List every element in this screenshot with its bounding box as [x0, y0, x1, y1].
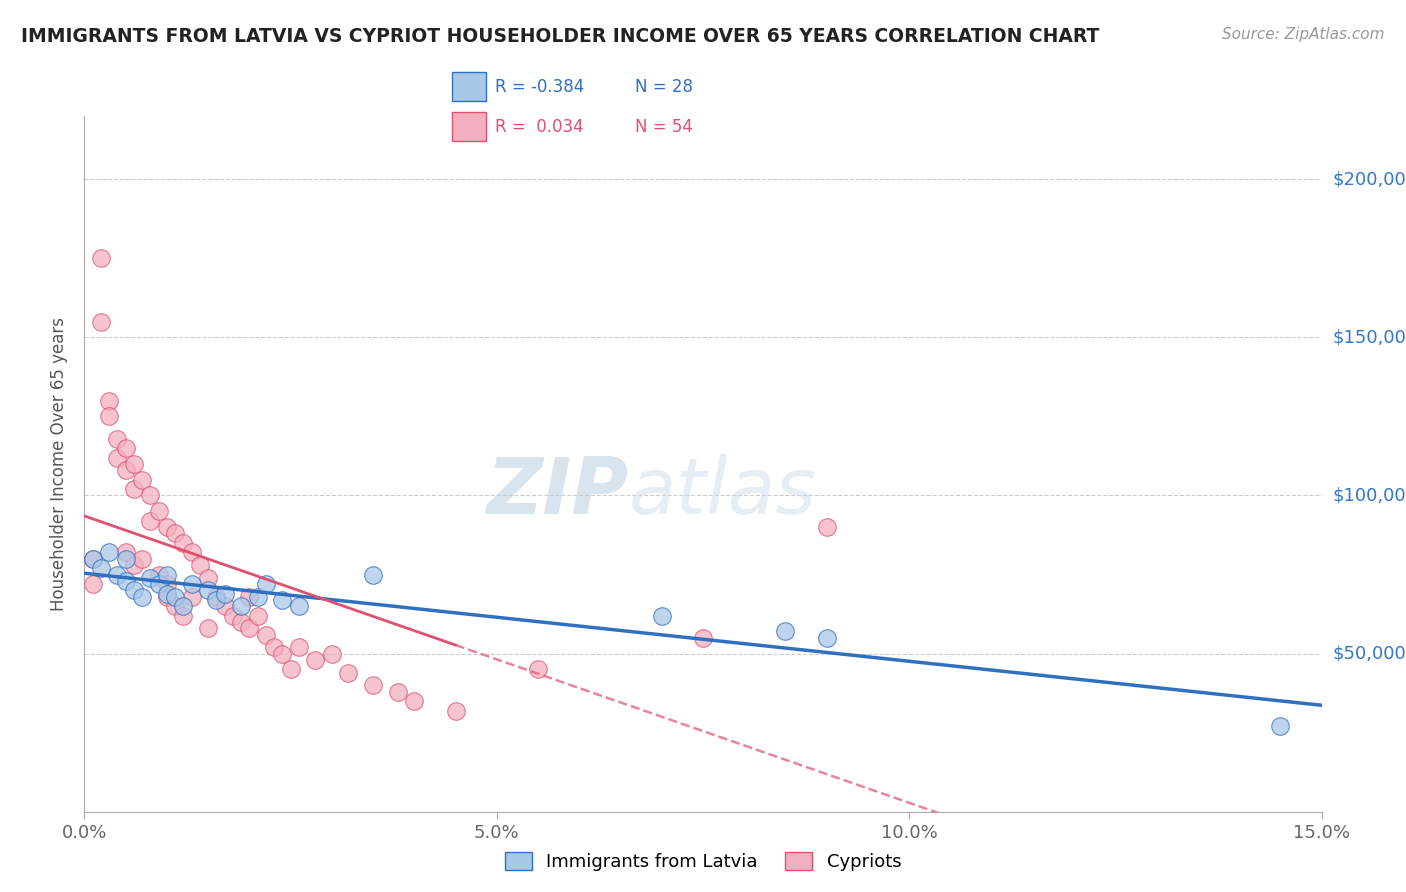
Point: [205, 592, 228, 607]
Text: $50,000: $50,000: [1333, 645, 1406, 663]
Point: [131, 473, 153, 487]
Point: [1270, 719, 1292, 733]
Point: [775, 624, 797, 639]
Point: [361, 678, 384, 692]
Point: [82, 577, 104, 591]
Point: [180, 545, 202, 559]
Point: [131, 590, 153, 604]
Point: [98, 545, 121, 559]
Text: R = -0.384: R = -0.384: [495, 78, 585, 95]
Point: [222, 608, 245, 623]
Text: N = 28: N = 28: [634, 78, 693, 95]
Point: [139, 571, 162, 585]
Point: [180, 577, 202, 591]
Point: [197, 621, 219, 635]
Point: [254, 577, 277, 591]
Point: [139, 514, 162, 528]
Point: [229, 615, 252, 629]
Point: [82, 551, 104, 566]
Point: [156, 577, 179, 591]
Point: [98, 409, 121, 424]
Point: [214, 586, 236, 600]
Point: [280, 662, 302, 676]
Point: [254, 627, 277, 641]
Point: [404, 694, 426, 708]
Point: [105, 450, 128, 465]
Point: [165, 590, 187, 604]
Point: [205, 590, 228, 604]
Point: [165, 526, 187, 541]
Point: [139, 488, 162, 502]
Point: [321, 647, 343, 661]
Point: [246, 590, 269, 604]
Point: [271, 592, 294, 607]
Point: [815, 520, 838, 534]
Legend: Immigrants from Latvia, Cypriots: Immigrants from Latvia, Cypriots: [498, 845, 908, 879]
Point: [361, 567, 384, 582]
Text: atlas: atlas: [628, 454, 817, 530]
Text: $100,000: $100,000: [1333, 486, 1406, 505]
Text: $200,000: $200,000: [1333, 170, 1406, 188]
Text: $150,000: $150,000: [1333, 328, 1406, 346]
Point: [197, 571, 219, 585]
Point: [90, 252, 112, 266]
Point: [288, 599, 311, 614]
FancyBboxPatch shape: [453, 72, 486, 101]
Point: [165, 599, 187, 614]
Point: [444, 704, 467, 718]
Point: [122, 583, 145, 598]
Point: [815, 631, 838, 645]
Point: [188, 558, 211, 572]
Point: [172, 608, 194, 623]
Point: [114, 463, 136, 477]
Point: [122, 457, 145, 471]
Point: [122, 558, 145, 572]
Point: [238, 590, 260, 604]
Point: [122, 482, 145, 496]
FancyBboxPatch shape: [453, 112, 486, 141]
Point: [82, 551, 104, 566]
Point: [90, 561, 112, 575]
Point: [197, 583, 219, 598]
Point: [304, 653, 326, 667]
Point: [114, 574, 136, 588]
Point: [271, 647, 294, 661]
Point: [180, 590, 202, 604]
Point: [651, 608, 673, 623]
Point: [148, 577, 170, 591]
Point: [214, 599, 236, 614]
Point: [263, 640, 285, 655]
Point: [246, 608, 269, 623]
Point: [105, 567, 128, 582]
Point: [114, 551, 136, 566]
Point: [238, 621, 260, 635]
Y-axis label: Householder Income Over 65 years: Householder Income Over 65 years: [51, 317, 69, 611]
Point: [148, 504, 170, 518]
Point: [156, 520, 179, 534]
Point: [337, 665, 360, 680]
Point: [288, 640, 311, 655]
Point: [387, 684, 409, 698]
Text: ZIP: ZIP: [486, 454, 628, 530]
Text: IMMIGRANTS FROM LATVIA VS CYPRIOT HOUSEHOLDER INCOME OVER 65 YEARS CORRELATION C: IMMIGRANTS FROM LATVIA VS CYPRIOT HOUSEH…: [21, 27, 1099, 45]
Point: [156, 590, 179, 604]
Point: [114, 441, 136, 455]
Point: [527, 662, 550, 676]
Point: [692, 631, 714, 645]
Point: [105, 432, 128, 446]
Point: [131, 551, 153, 566]
Point: [172, 599, 194, 614]
Text: Source: ZipAtlas.com: Source: ZipAtlas.com: [1222, 27, 1385, 42]
Text: R =  0.034: R = 0.034: [495, 118, 583, 136]
Text: N = 54: N = 54: [634, 118, 693, 136]
Point: [156, 567, 179, 582]
Point: [172, 536, 194, 550]
Point: [229, 599, 252, 614]
Point: [90, 314, 112, 328]
Point: [98, 393, 121, 408]
Point: [148, 567, 170, 582]
Point: [114, 545, 136, 559]
Point: [156, 586, 179, 600]
